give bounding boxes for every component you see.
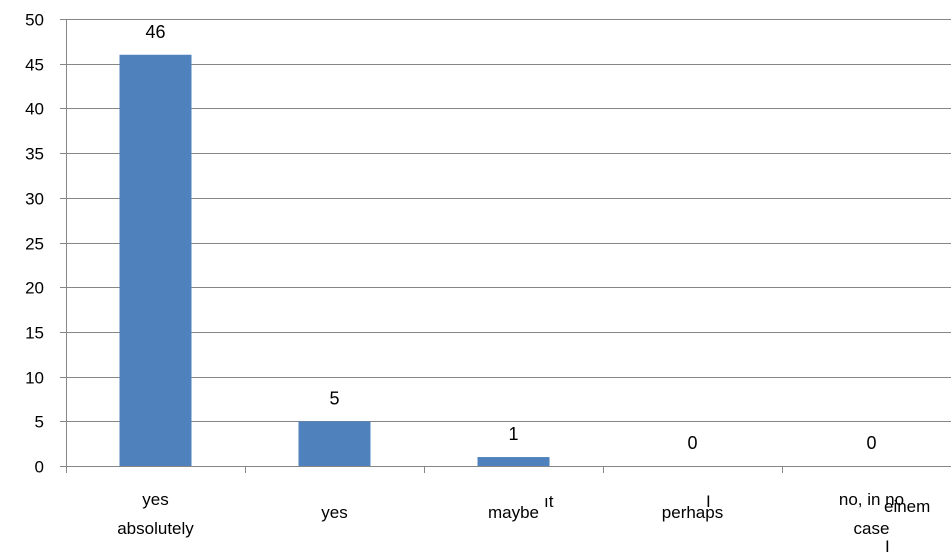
category-label: absolutely	[117, 519, 194, 538]
data-label: 1	[508, 424, 518, 444]
data-labels: 46 5 1 0 0	[145, 22, 876, 453]
category-label: no, in no	[839, 490, 904, 509]
bar	[119, 54, 192, 466]
stray-fragment: ıt	[544, 492, 554, 511]
data-label: 46	[145, 22, 165, 42]
y-tick-label: 50	[25, 11, 44, 30]
y-tick-label: 25	[25, 235, 44, 254]
y-tick-label: 40	[25, 100, 44, 119]
data-label: 0	[866, 433, 876, 453]
y-tick-label: 15	[25, 324, 44, 343]
stray-fragment: einem	[884, 497, 930, 516]
stray-text-fragments: ıt I einem I	[544, 492, 930, 553]
category-label: maybe	[488, 503, 539, 522]
y-tick-label: 10	[25, 369, 44, 388]
bars	[119, 54, 550, 466]
category-label: perhaps	[662, 503, 723, 522]
y-tick-label: 30	[25, 190, 44, 209]
y-tick-label: 35	[25, 145, 44, 164]
axes	[60, 19, 951, 473]
gridlines	[66, 19, 951, 422]
y-tick-labels: 0 5 10 15 20 25 30 35 40 45 50	[25, 11, 44, 477]
y-tick-label: 45	[25, 56, 44, 75]
data-label: 5	[329, 388, 339, 408]
stray-fragment: I	[885, 537, 890, 553]
category-label: yes	[321, 503, 347, 522]
bar	[477, 457, 550, 466]
stray-fragment: I	[706, 492, 711, 511]
category-labels: yes absolutely yes maybe perhaps no, in no cas…	[117, 490, 904, 538]
y-tick-label: 20	[25, 279, 44, 298]
y-tick-label: 0	[35, 458, 44, 477]
data-label: 0	[687, 433, 697, 453]
category-label: yes	[142, 490, 168, 509]
bar	[298, 421, 371, 466]
y-tick-label: 5	[35, 413, 44, 432]
category-label: case	[854, 519, 890, 538]
